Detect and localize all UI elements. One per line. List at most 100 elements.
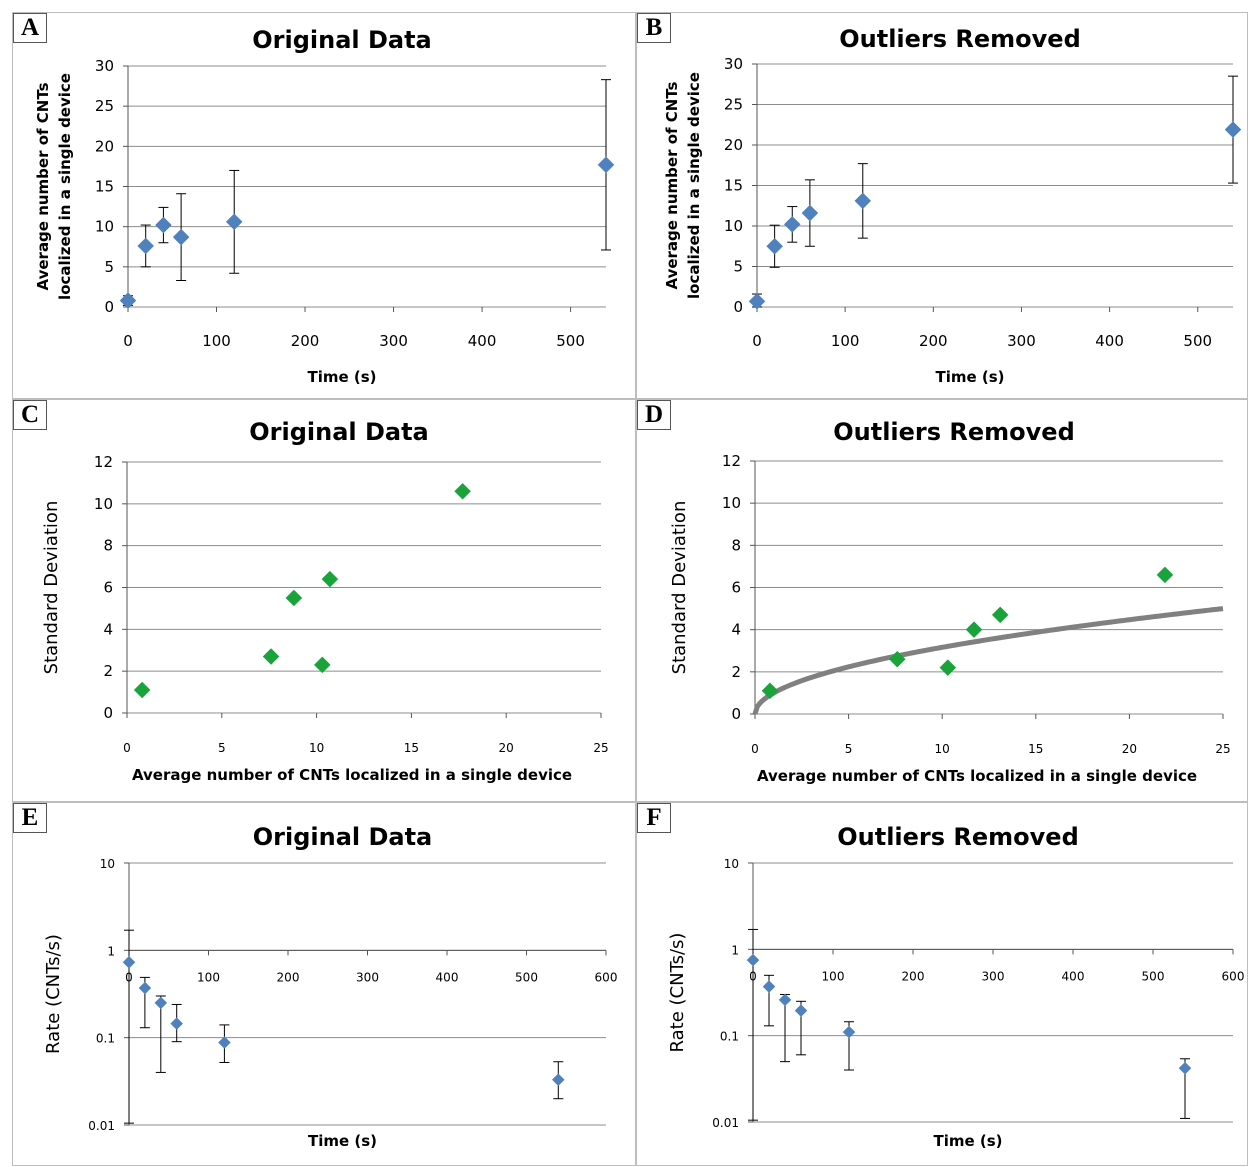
chart-title: Outliers Removed bbox=[837, 823, 1079, 851]
data-point bbox=[119, 292, 137, 309]
data-point bbox=[454, 482, 471, 500]
y-tick-label: 30 bbox=[95, 57, 114, 75]
x-tick-label: 600 bbox=[1222, 969, 1245, 983]
panel-letter: A bbox=[13, 13, 47, 43]
x-tick-label: 500 bbox=[515, 970, 538, 984]
data-point bbox=[965, 621, 983, 639]
y-tick-label: 1 bbox=[731, 943, 739, 957]
y-tick-label: 8 bbox=[731, 536, 741, 554]
x-tick-label: 20 bbox=[499, 741, 514, 755]
plot-svg: 0 2 4 6 8 10 12 0 5 10 15 20 25 Outliers Removed Avera… bbox=[669, 418, 1231, 785]
y-tick-label: 5 bbox=[104, 258, 114, 276]
plot-svg: 0.010.11100100200300400500600Outliers Re… bbox=[667, 823, 1245, 1150]
x-tick-label: 100 bbox=[822, 969, 845, 983]
data-point bbox=[778, 993, 792, 1007]
x-tick-label: 10 bbox=[309, 741, 324, 755]
data-point bbox=[313, 656, 331, 674]
panel-b: B 0 5 10 15 20 25 30 0 100 200 300 400 500 Outliers Re… bbox=[636, 12, 1248, 399]
y-axis-label: Rate (CNTs/s) bbox=[43, 934, 64, 1054]
x-tick-label: 400 bbox=[1095, 332, 1124, 350]
x-tick-label: 0 bbox=[751, 742, 759, 756]
chart-title: Outliers Removed bbox=[833, 418, 1075, 446]
plot-svg: 0 2 4 6 8 10 12 0 5 10 15 20 25 Original Data Average … bbox=[41, 418, 609, 784]
y-tick-label: 6 bbox=[731, 579, 741, 597]
data-point bbox=[991, 606, 1009, 624]
x-tick-label: 300 bbox=[1007, 332, 1036, 350]
data-point bbox=[262, 648, 280, 665]
y-tick-label: 6 bbox=[103, 579, 113, 597]
x-axis-label: Average number of CNTs localized in a si… bbox=[132, 766, 572, 784]
x-tick-label: 200 bbox=[291, 332, 320, 350]
y-tick-label: 10 bbox=[95, 218, 114, 236]
y-tick-label: 15 bbox=[724, 177, 743, 195]
y-tick-label: 2 bbox=[731, 663, 741, 681]
panel-e: E0.010.11100100200300400500600Original D… bbox=[12, 802, 636, 1166]
data-point bbox=[155, 216, 172, 234]
data-point bbox=[748, 292, 766, 310]
y-tick-label: 0.01 bbox=[712, 1116, 739, 1130]
x-axis-label: Time (s) bbox=[307, 368, 376, 386]
x-tick-label: 100 bbox=[197, 970, 220, 984]
data-point bbox=[801, 204, 819, 222]
x-axis-label: Time (s) bbox=[308, 1132, 377, 1150]
x-tick-label: 500 bbox=[556, 332, 585, 350]
y-axis-label: Rate (CNTs/s) bbox=[667, 933, 688, 1053]
x-tick-label: 400 bbox=[468, 332, 497, 350]
y-tick-label: 15 bbox=[95, 178, 114, 196]
x-axis-label: Time (s) bbox=[933, 1132, 1002, 1150]
y-tick-label: 25 bbox=[724, 96, 743, 114]
y-tick-label: 10 bbox=[724, 857, 739, 871]
panel-letter: D bbox=[637, 400, 671, 430]
chart-title: Original Data bbox=[253, 823, 433, 851]
x-axis-label: Average number of CNTs localized in a si… bbox=[757, 767, 1197, 785]
y-tick-label: 20 bbox=[724, 136, 743, 154]
x-tick-label: 500 bbox=[1142, 969, 1165, 983]
data-point bbox=[939, 659, 957, 676]
y-axis-label: Standard Deviation bbox=[669, 501, 690, 675]
y-tick-label: 25 bbox=[95, 97, 114, 115]
x-tick-label: 15 bbox=[404, 741, 419, 755]
y-axis-label: localized in a single device bbox=[685, 72, 703, 299]
data-point bbox=[551, 1073, 565, 1087]
y-tick-label: 30 bbox=[724, 55, 743, 73]
y-tick-label: 12 bbox=[722, 452, 741, 470]
x-tick-label: 200 bbox=[277, 970, 300, 984]
data-point bbox=[794, 1004, 808, 1017]
data-point bbox=[854, 192, 872, 210]
y-tick-label: 0 bbox=[733, 298, 743, 316]
chart-title: Outliers Removed bbox=[839, 25, 1081, 53]
x-tick-label: 400 bbox=[436, 970, 459, 984]
x-tick-label: 300 bbox=[379, 332, 408, 350]
chart-title: Original Data bbox=[252, 26, 432, 54]
data-point bbox=[285, 589, 303, 607]
data-point bbox=[888, 650, 906, 668]
x-tick-label: 20 bbox=[1122, 742, 1137, 756]
x-tick-label: 400 bbox=[1062, 969, 1085, 983]
data-point bbox=[172, 228, 190, 246]
data-point bbox=[170, 1017, 184, 1030]
y-tick-label: 4 bbox=[731, 621, 741, 639]
panel-letter: F bbox=[637, 803, 671, 833]
panel-a: A 0 5 10 15 20 25 30 0 100 200 300 400 500 Original Da… bbox=[12, 12, 636, 399]
y-tick-label: 10 bbox=[724, 217, 743, 235]
x-tick-label: 300 bbox=[982, 969, 1005, 983]
x-tick-label: 0 bbox=[123, 741, 131, 755]
data-point bbox=[597, 156, 615, 174]
data-point bbox=[321, 570, 339, 588]
y-tick-label: 2 bbox=[103, 662, 113, 680]
y-tick-label: 8 bbox=[103, 537, 113, 555]
y-tick-label: 0 bbox=[731, 705, 741, 723]
data-point bbox=[1156, 566, 1174, 584]
x-tick-label: 600 bbox=[595, 970, 618, 984]
y-tick-label: 0.01 bbox=[88, 1119, 115, 1133]
y-axis-label: localized in a single device bbox=[56, 73, 74, 300]
x-tick-label: 100 bbox=[202, 332, 231, 350]
y-tick-label: 12 bbox=[94, 453, 113, 471]
panel-c: C 0 2 4 6 8 10 12 0 5 10 15 20 25 Original Data Average… bbox=[12, 399, 636, 802]
data-point bbox=[138, 981, 152, 995]
y-axis-label: Average number of CNTs bbox=[34, 82, 52, 290]
y-tick-label: 4 bbox=[103, 620, 113, 638]
x-tick-label: 500 bbox=[1183, 332, 1212, 350]
